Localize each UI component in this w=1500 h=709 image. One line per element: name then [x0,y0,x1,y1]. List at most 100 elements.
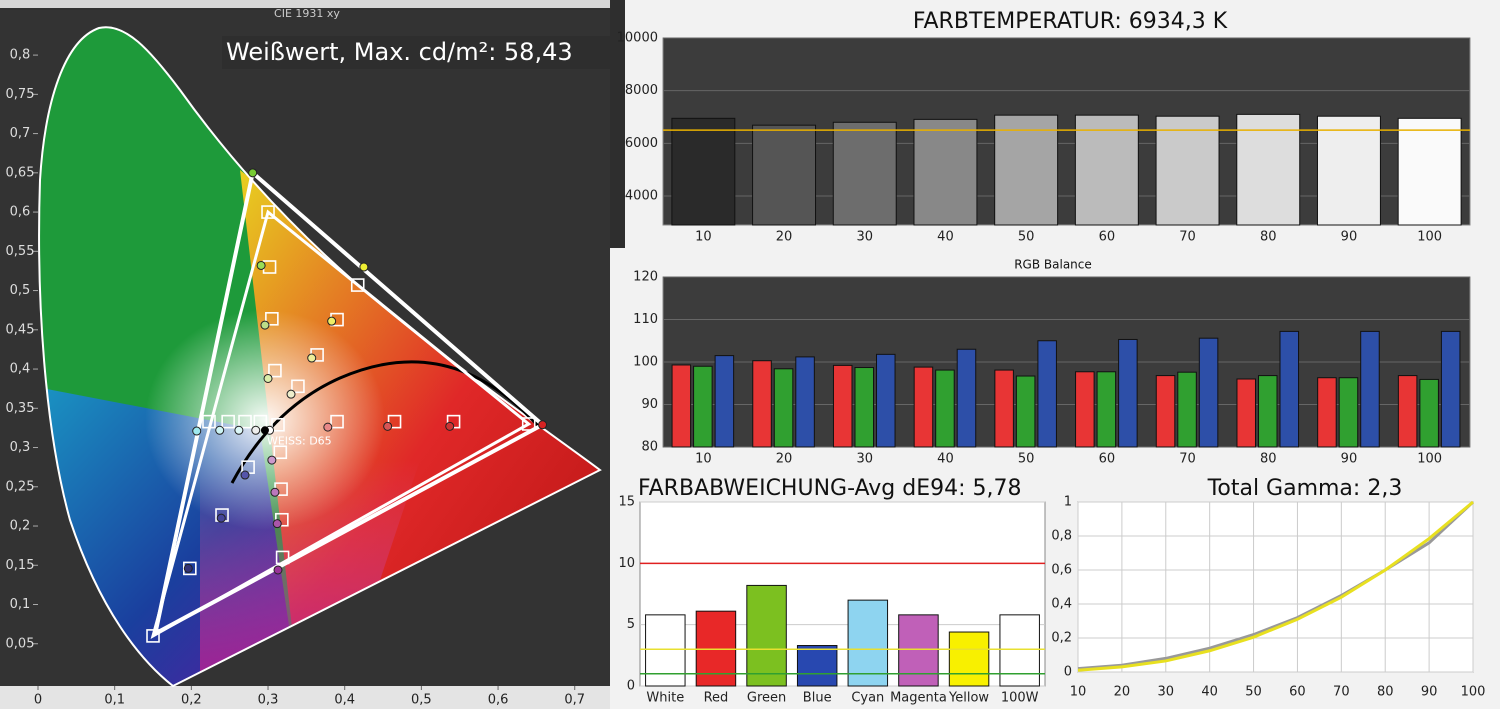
y-tick-label: 0,5 [10,283,31,298]
measured-point [273,565,283,575]
y-tick-label: 0,4 [10,362,31,377]
annotation: Weißwert, Max. cd/m²: 58,43 [226,38,573,66]
x-tick-label: 20 [1114,685,1131,700]
bar [1037,340,1057,448]
y-tick-label: 6000 [625,136,658,151]
bar [1360,330,1380,448]
y-tick-label: 1 [1064,495,1072,510]
x-tick-label: 10 [695,452,712,467]
x-tick-label: 90 [1341,452,1358,467]
bar [1397,375,1418,448]
measured-point [383,421,393,431]
measured-point [183,563,193,573]
x-tick-label: Blue [803,691,832,706]
bar [1118,338,1138,448]
x-tick-label: Red [704,691,729,706]
bar [1198,337,1219,448]
bar [854,367,875,448]
y-tick-label: 90 [641,397,658,412]
y-tick-label: 0,2 [10,519,31,534]
y-tick-label: 0,6 [1051,563,1072,578]
bar [1316,115,1381,226]
x-tick-label: 60 [1099,230,1116,245]
measured-point [286,389,296,399]
x-tick-label: 70 [1179,230,1196,245]
bar [847,599,889,687]
bar [693,365,713,448]
x-tick-label: 40 [937,230,954,245]
chart-title: FARBABWEICHUNG-Avg dE94: 5,78 [638,476,1022,501]
line [1077,500,1474,672]
bar [752,360,772,448]
plot-area [1077,501,1474,673]
x-tick-label: 0,5 [411,693,432,708]
x-tick-label: 50 [1245,685,1262,700]
y-tick-label: 10000 [617,31,658,46]
measured-point [272,519,282,529]
measured-point [267,455,277,465]
bar [1015,375,1036,448]
y-tick-label: 110 [633,312,658,327]
x-tick-label: 50 [1018,230,1035,245]
bar [746,584,787,687]
y-tick-label: 0,4 [1051,597,1072,612]
x-tick-label: 60 [1289,685,1306,700]
y-tick-label: 0,8 [1051,529,1072,544]
bar [671,117,736,226]
target-point [202,414,216,429]
x-tick-label: 40 [1201,685,1218,700]
x-tick-label: 100 [1417,452,1442,467]
x-tick-label: 70 [1333,685,1350,700]
measured-gamut [152,169,547,638]
bar [956,348,977,448]
measured-point [359,262,369,272]
bar [1440,330,1461,448]
measured-point [234,425,244,435]
x-tick-label: Yellow [948,691,989,706]
y-tick-label: 0,65 [6,165,35,180]
bar [773,368,794,448]
measured-point [445,421,455,431]
target-point [146,629,160,643]
y-tick-label: 0,6 [10,205,31,220]
bar [1177,371,1197,448]
x-tick-label: Green [747,691,786,706]
measured-point [270,487,280,497]
bar [913,118,978,226]
y-tick-label: 0,15 [6,558,35,573]
measured-point [251,425,261,435]
measured-point [215,425,225,435]
x-tick-label: 90 [1341,230,1358,245]
measured-point [538,420,548,430]
y-tick-label: 5 [627,617,635,632]
bar [1236,378,1256,448]
bar [1236,113,1301,226]
x-tick-label: 100 [1417,230,1442,245]
x-tick-label: 100 [1461,685,1486,700]
bar [714,355,735,448]
annotation-box [222,36,610,69]
y-tick-label: 0,2 [1051,631,1072,646]
y-tick-label: 80 [641,440,658,455]
y-tick-label: 100 [633,355,658,370]
measured-point [192,426,202,436]
x-tick-label: 0,7 [564,693,585,708]
target-point [275,550,290,565]
y-tick-label: 0,45 [6,322,35,337]
x-tick-label: 50 [1018,452,1035,467]
chart-title: Total Gamma: 2,3 [1207,476,1403,501]
y-tick-label: 15 [618,495,635,510]
bar [935,369,955,448]
x-tick-label: 0 [34,693,42,708]
y-tick-label: 0,3 [10,440,31,455]
measured-point [263,373,273,383]
measured-point [327,316,337,326]
measured-point [216,513,226,523]
target-gamut [150,209,532,639]
x-tick-label: White [646,691,684,706]
target-point [291,379,305,394]
x-tick-label: 0,2 [181,693,202,708]
x-tick-label: 0,3 [258,693,279,708]
bar [994,369,1014,448]
